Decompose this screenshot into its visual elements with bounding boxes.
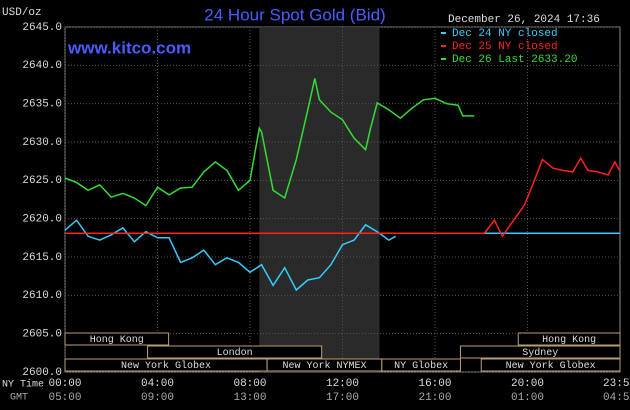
x2-tick-label: 04:59 xyxy=(603,392,630,404)
y-tick-label: 2605.0 xyxy=(22,329,62,341)
x-tick-label: 23:59 xyxy=(603,378,630,390)
session-label: Hong Kong xyxy=(90,335,144,346)
session-box xyxy=(480,358,621,372)
chart-title: 24 Hour Spot Gold (Bid) xyxy=(204,5,385,24)
x-tick-label: 20:00 xyxy=(511,378,544,390)
session-label: NY Globex xyxy=(394,360,448,372)
x-tick-label: 16:00 xyxy=(418,378,451,390)
y-tick-label: 2645.0 xyxy=(22,22,62,34)
session-label: New York Globex xyxy=(121,360,211,372)
y-axis-label: USD/oz xyxy=(2,7,42,19)
series-line xyxy=(65,156,621,238)
x-axis-label: NY Time xyxy=(2,379,44,391)
legend-swatch xyxy=(441,58,446,60)
x-tick-label: 12:00 xyxy=(326,378,359,390)
y-tick-label: 2620.0 xyxy=(22,214,62,226)
x2-tick-label: 09:00 xyxy=(141,392,174,404)
series-line xyxy=(64,219,620,292)
session-box xyxy=(147,345,323,359)
y-tick-label: 2630.0 xyxy=(22,137,62,149)
y-tick-label: 2600.0 xyxy=(22,367,62,379)
date-label: December 26, 2024 17:36 xyxy=(448,14,600,26)
legend-label: Dec 26 Last 2633.20 xyxy=(452,54,577,66)
session-label: London xyxy=(217,347,253,359)
x2-tick-label: 05:00 xyxy=(48,392,81,404)
session-box xyxy=(64,332,170,346)
legend-swatch xyxy=(441,45,446,47)
x-tick-label: 04:00 xyxy=(141,378,174,390)
y-tick-label: 2640.0 xyxy=(22,60,62,72)
session-box xyxy=(459,345,621,359)
series-line xyxy=(64,78,475,207)
y-tick-label: 2635.0 xyxy=(22,99,62,111)
y-tick-label: 2625.0 xyxy=(22,175,62,187)
legend-label: Dec 24 NY closed xyxy=(452,28,558,40)
x-tick-label: 08:00 xyxy=(233,378,266,390)
x-tick-label: 00:00 xyxy=(48,378,81,390)
legend-swatch xyxy=(441,32,446,34)
session-label: Hong Kong xyxy=(542,335,596,346)
x2-axis-label: GMT xyxy=(10,393,28,404)
x2-tick-label: 13:00 xyxy=(233,392,266,404)
session-box xyxy=(517,332,621,346)
session-highlight xyxy=(259,27,380,372)
session-label: New York Globex xyxy=(506,360,596,372)
y-tick-label: 2610.0 xyxy=(22,290,62,302)
x2-tick-label: 17:00 xyxy=(326,392,359,404)
x2-tick-label: 21:00 xyxy=(418,392,451,404)
session-box xyxy=(381,358,461,372)
x2-tick-label: 01:00 xyxy=(511,392,544,404)
session-label: New York NYMEX xyxy=(282,360,366,372)
legend-label: Dec 25 NY closed xyxy=(452,41,558,53)
watermark: www.kitco.com xyxy=(67,38,191,57)
y-tick-label: 2615.0 xyxy=(22,252,62,264)
session-label: Sydney xyxy=(522,347,558,359)
